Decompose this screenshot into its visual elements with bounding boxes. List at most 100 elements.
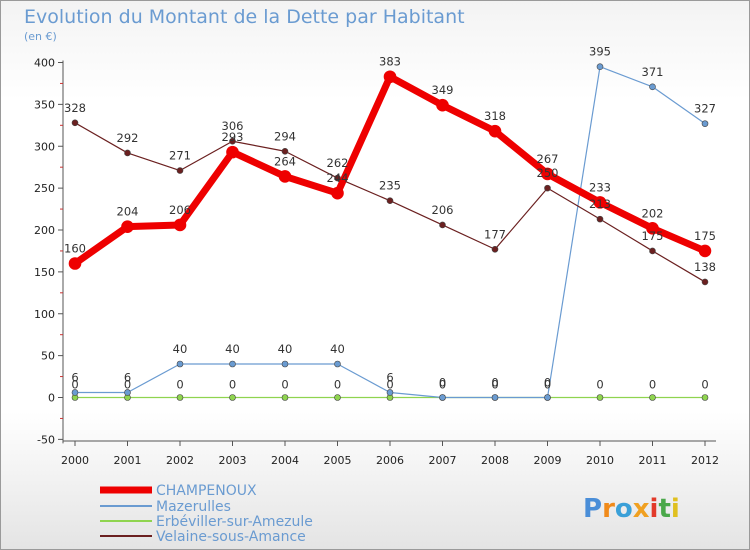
- data-label: 349: [432, 83, 454, 97]
- data-label: 0: [491, 378, 498, 392]
- y-tick-label: 50: [41, 350, 55, 363]
- y-tick-label: 150: [34, 266, 55, 279]
- data-label: 0: [544, 376, 551, 390]
- series-line: [72, 73, 707, 267]
- data-label: 0: [701, 378, 708, 392]
- data-label: 206: [432, 203, 454, 217]
- data-point: [278, 170, 292, 183]
- data-point: [649, 83, 656, 91]
- data-label: 0: [124, 378, 131, 392]
- x-tick-label: 2011: [639, 454, 667, 467]
- data-point: [593, 196, 607, 209]
- data-point: [649, 394, 656, 401]
- x-tick-label: 2010: [586, 454, 614, 467]
- data-label: 40: [173, 342, 188, 356]
- data-label: 328: [64, 101, 86, 115]
- data-point: [124, 389, 131, 396]
- data-label: 0: [176, 378, 183, 392]
- data-point: [596, 215, 604, 223]
- data-label: 306: [222, 119, 244, 133]
- data-point: [383, 70, 397, 84]
- data-label: 262: [327, 156, 349, 170]
- data-label: 318: [484, 109, 506, 123]
- data-label: 160: [64, 242, 86, 256]
- y-tick-label: 0: [48, 392, 55, 405]
- x-tick-label: 2003: [219, 454, 247, 467]
- proxiti-logo: Proxiti: [583, 494, 680, 524]
- x-tick-label: 2005: [324, 454, 352, 467]
- y-tick-label: 200: [34, 224, 55, 237]
- x-tick-label: 2007: [429, 454, 457, 467]
- data-point: [229, 394, 236, 401]
- data-point: [439, 394, 446, 401]
- y-tick-label: -50: [37, 433, 55, 446]
- data-point: [386, 389, 394, 396]
- data-label: 175: [694, 229, 716, 243]
- data-label: 293: [222, 130, 244, 144]
- x-tick-label: 2000: [61, 454, 89, 467]
- data-label: 383: [379, 55, 401, 69]
- data-point: [176, 167, 184, 174]
- data-point: [646, 222, 659, 235]
- x-tick-label: 2001: [114, 454, 142, 467]
- data-label: 327: [694, 102, 716, 116]
- legend-label: Erbéviller-sur-Amezule: [156, 514, 313, 530]
- y-tick-label: 350: [34, 98, 55, 111]
- data-point: [541, 167, 554, 181]
- data-point: [71, 389, 79, 396]
- data-label: 294: [274, 129, 296, 143]
- data-label: 235: [379, 179, 401, 193]
- data-point: [544, 184, 551, 192]
- data-point: [649, 247, 656, 255]
- data-point: [386, 197, 394, 204]
- data-point: [439, 221, 446, 229]
- data-point: [331, 186, 344, 200]
- series-layer: 0 0 0 0 0 0 0 0 0 0 0 0 06 640 40 40 406 0 0 03953713273282…: [64, 45, 716, 401]
- data-label: 267: [537, 152, 559, 166]
- data-point: [701, 278, 709, 286]
- data-label: 244: [327, 171, 349, 185]
- legend-label: Mazerulles: [156, 499, 231, 515]
- logo-text: Proxiti: [583, 494, 680, 524]
- data-point: [173, 218, 187, 232]
- y-tick-label: 300: [34, 140, 55, 153]
- data-point: [334, 360, 341, 368]
- y-tick-label: 400: [34, 57, 55, 70]
- data-label: 0: [596, 378, 603, 392]
- data-labels-velaine-sous-amance: 328 292 271 306 294 262 235 206 177 250 213 175 138: [64, 101, 716, 274]
- y-tick-label: 250: [34, 182, 55, 195]
- data-label: 175: [642, 229, 664, 243]
- data-point: [229, 137, 236, 145]
- data-point: [124, 149, 131, 157]
- data-point: [596, 394, 604, 401]
- data-label: 0: [71, 378, 78, 392]
- x-tick-label: 2012: [691, 454, 719, 467]
- data-point: [488, 124, 502, 138]
- data-label: 206: [169, 203, 191, 217]
- data-point: [229, 360, 236, 368]
- data-label: 6: [386, 370, 393, 384]
- data-point: [281, 147, 289, 155]
- x-tick-label: 2006: [376, 454, 404, 467]
- legend-label: CHAMPENOUX: [156, 483, 257, 499]
- data-point: [176, 360, 184, 368]
- x-tick-label: 2009: [534, 454, 562, 467]
- data-point: [176, 394, 184, 401]
- data-label: 0: [281, 378, 288, 392]
- data-point: [701, 120, 709, 127]
- data-label: 0: [334, 378, 341, 392]
- data-label: 371: [642, 65, 664, 79]
- data-labels-erb-viller-sur-amezule: 0 0 0 0 0 0 0 0 0 0 0 0 0: [71, 378, 708, 392]
- chart-title: Evolution du Montant de la Dette par Hab…: [24, 6, 465, 28]
- data-point: [281, 360, 289, 368]
- data-label: 0: [491, 376, 498, 390]
- data-label: 395: [589, 45, 611, 59]
- data-label: 0: [439, 378, 446, 392]
- data-point: [226, 145, 239, 159]
- data-label: 271: [169, 149, 191, 163]
- series-erb-viller-sur-amezule: [71, 394, 709, 401]
- x-tick-label: 2004: [271, 454, 299, 467]
